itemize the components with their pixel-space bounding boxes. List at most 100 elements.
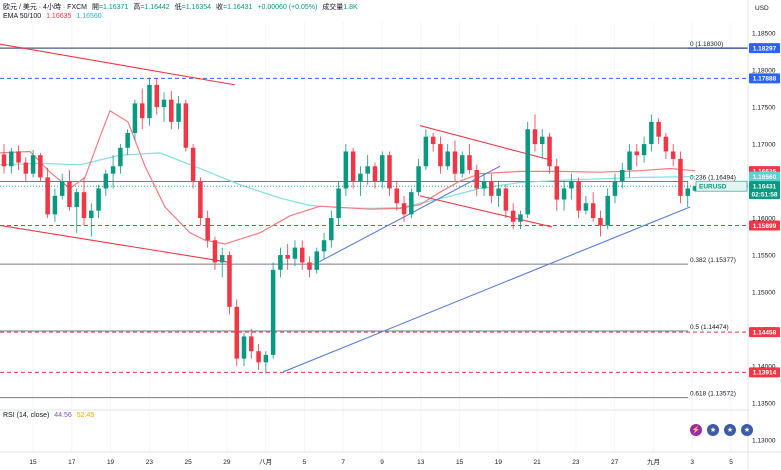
candle-body bbox=[663, 136, 669, 152]
countdown-text: 02:51:58 bbox=[751, 192, 777, 199]
candle-body bbox=[569, 181, 574, 189]
price-level-tag bbox=[749, 220, 780, 231]
low-label: 低 bbox=[174, 4, 182, 11]
candle-body bbox=[554, 166, 560, 200]
candle-body bbox=[125, 132, 130, 148]
price-level-tag bbox=[749, 171, 780, 182]
time-tick-label: 23 bbox=[572, 459, 580, 466]
close-value: =1.16431 bbox=[223, 4, 253, 11]
candle-body bbox=[234, 306, 240, 359]
candle-body bbox=[685, 188, 690, 196]
price-tick-label: 1.13000 bbox=[752, 438, 776, 445]
candle-body bbox=[59, 181, 65, 196]
ema50-value: 1.16635 bbox=[46, 13, 72, 20]
candle-body bbox=[278, 255, 283, 270]
price-tick-label: 1.18500 bbox=[752, 31, 776, 38]
candle-body bbox=[416, 166, 421, 193]
fib-level-label: 0.236 (1.16494) bbox=[690, 175, 736, 182]
candle-body bbox=[285, 255, 290, 259]
rsi-label: RSI (14, close) bbox=[3, 412, 50, 419]
candle-body bbox=[489, 181, 494, 196]
candle-body bbox=[30, 155, 36, 174]
rsi-legend[interactable]: RSI (14, close) 44.56 52.45 bbox=[3, 412, 97, 419]
price-tick-label: 1.15500 bbox=[752, 253, 776, 260]
price-tick-label: 1.14000 bbox=[752, 364, 776, 371]
candle-body bbox=[350, 151, 356, 182]
price-tick-label: 1.16000 bbox=[752, 216, 776, 223]
time-tick-label: 15 bbox=[456, 459, 464, 466]
currency-label: USD bbox=[755, 5, 769, 12]
current-price-text: 1.16431 bbox=[753, 183, 777, 190]
candle-body bbox=[678, 158, 683, 196]
candle-body bbox=[365, 166, 370, 174]
candle-body bbox=[459, 155, 465, 174]
candle-body bbox=[176, 103, 181, 122]
candle-body bbox=[649, 121, 654, 145]
time-tick-label: 5 bbox=[729, 459, 733, 466]
price-level-tag-text: 1.18297 bbox=[753, 45, 777, 52]
candle-body bbox=[343, 151, 349, 189]
candle-body bbox=[423, 136, 429, 167]
candle-body bbox=[358, 173, 363, 182]
grid-layer bbox=[32, 22, 732, 452]
high-value: =1.16442 bbox=[140, 4, 170, 11]
candle-body bbox=[249, 336, 254, 352]
price-tick-label: 1.15000 bbox=[752, 290, 776, 297]
candle-body bbox=[329, 218, 334, 241]
candle-body bbox=[96, 188, 101, 211]
candle-body bbox=[641, 144, 647, 156]
time-axis[interactable]: 15 17 19 23 25 29 八月 5 7 9 13 15 19 21 23 27 九月 3 5 bbox=[29, 457, 733, 466]
candle-body bbox=[81, 192, 87, 219]
us-flag-icon[interactable]: ★ bbox=[741, 424, 753, 436]
time-tick-label: 17 bbox=[68, 459, 76, 466]
time-tick-label: 19 bbox=[495, 459, 503, 466]
candle-body bbox=[1, 154, 7, 167]
trendline bbox=[0, 43, 236, 86]
candle-body bbox=[198, 181, 203, 219]
candle-body bbox=[387, 155, 392, 189]
current-price-tag bbox=[749, 181, 780, 200]
time-tick-label: 19 bbox=[107, 459, 115, 466]
candle-body bbox=[52, 195, 58, 215]
event-icons: ⚡ ★ ★ ★ bbox=[690, 424, 753, 436]
candles-layer bbox=[1, 77, 698, 374]
change-value: +0.00060 (+0.05%) bbox=[257, 4, 318, 11]
candle-body bbox=[438, 144, 443, 167]
candle-body bbox=[169, 99, 174, 122]
low-value: =1.16354 bbox=[181, 4, 212, 11]
open-label: 開 bbox=[91, 4, 99, 11]
symbol-line[interactable]: 欧元 / 美元 · 4小時 · FXCM bbox=[3, 4, 87, 11]
candle-body bbox=[539, 136, 545, 145]
ema100-value: 1.16560 bbox=[76, 13, 102, 20]
time-tick-label: 21 bbox=[533, 459, 541, 466]
candle-body bbox=[132, 103, 138, 133]
trendline bbox=[419, 195, 553, 228]
candle-body bbox=[452, 151, 458, 174]
candle-body bbox=[263, 354, 269, 363]
candle-body bbox=[183, 103, 189, 148]
us-flag-icon[interactable]: ★ bbox=[724, 424, 736, 436]
time-tick-label: 5 bbox=[303, 459, 307, 466]
fib-level-label: 0 (1.18300) bbox=[690, 41, 723, 48]
trendlines-layer bbox=[0, 43, 691, 373]
price-level-tag-text: 1.16560 bbox=[753, 174, 777, 181]
candle-body bbox=[270, 269, 276, 355]
fib-level-label: 0.5 (1.14474) bbox=[690, 324, 729, 331]
candle-body bbox=[154, 84, 160, 108]
candle-body bbox=[510, 210, 516, 222]
price-level-tag-text: 1.17888 bbox=[753, 76, 777, 83]
rsi-value-2: 52.45 bbox=[76, 412, 95, 419]
candle-body bbox=[656, 121, 661, 137]
candle-body bbox=[474, 169, 480, 189]
candle-body bbox=[532, 129, 538, 145]
candle-body bbox=[227, 255, 232, 307]
ema-legend[interactable]: EMA 50/100 1.16635 1.16560 bbox=[3, 13, 105, 20]
lightning-icon[interactable]: ⚡ bbox=[690, 424, 702, 436]
candle-body bbox=[692, 186, 698, 191]
candle-body bbox=[372, 166, 378, 182]
open-value: =1.16371 bbox=[98, 4, 129, 11]
candle-body bbox=[670, 151, 676, 159]
candle-body bbox=[612, 181, 618, 196]
us-flag-icon[interactable]: ★ bbox=[707, 424, 719, 436]
